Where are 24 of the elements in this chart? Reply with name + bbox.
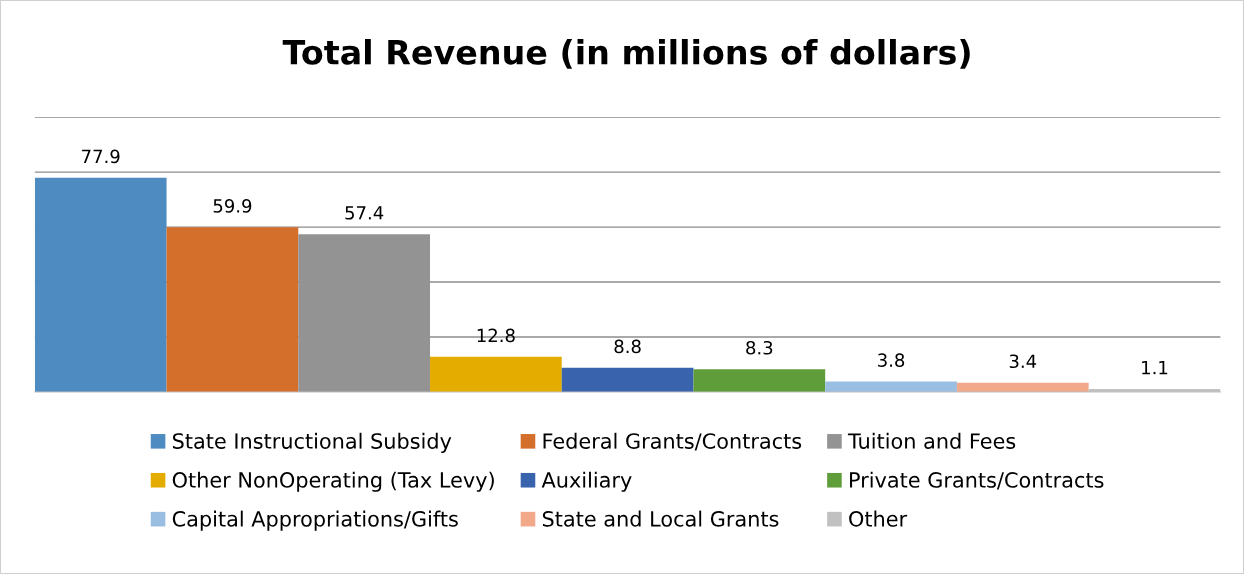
legend-label: Capital Appropriations/Gifts	[172, 510, 458, 531]
legend-label: Private Grants/Contracts	[850, 471, 1104, 490]
legend-label: Tuition and Fees	[847, 432, 1016, 449]
legend-label: State and Local Grants	[542, 510, 779, 527]
bar	[34, 177, 167, 393]
bar	[693, 369, 826, 393]
bar	[166, 227, 299, 393]
chart-title: Total Revenue (in millions of dollars)	[282, 38, 970, 69]
legend-label: Other NonOperating (Tax Levy)	[172, 471, 494, 492]
data-label: 8.3	[746, 340, 773, 355]
data-label: 57.4	[345, 206, 384, 220]
legend-label: Other	[849, 510, 908, 527]
data-label: 3.4	[1009, 354, 1037, 369]
legend-label: Federal Grants/Contracts	[543, 432, 802, 451]
legend-label: State Instructional Subsidy	[172, 432, 452, 453]
bar	[430, 356, 562, 393]
legend-label: Auxiliary	[541, 471, 632, 492]
data-label: 3.8	[878, 353, 905, 367]
data-label: 12.8	[477, 328, 515, 343]
data-label: 77.9	[82, 149, 120, 164]
data-label: 59.9	[213, 199, 252, 213]
data-label: 8.8	[614, 339, 641, 354]
bar	[561, 367, 694, 393]
data-label: 1.1	[1142, 360, 1168, 375]
